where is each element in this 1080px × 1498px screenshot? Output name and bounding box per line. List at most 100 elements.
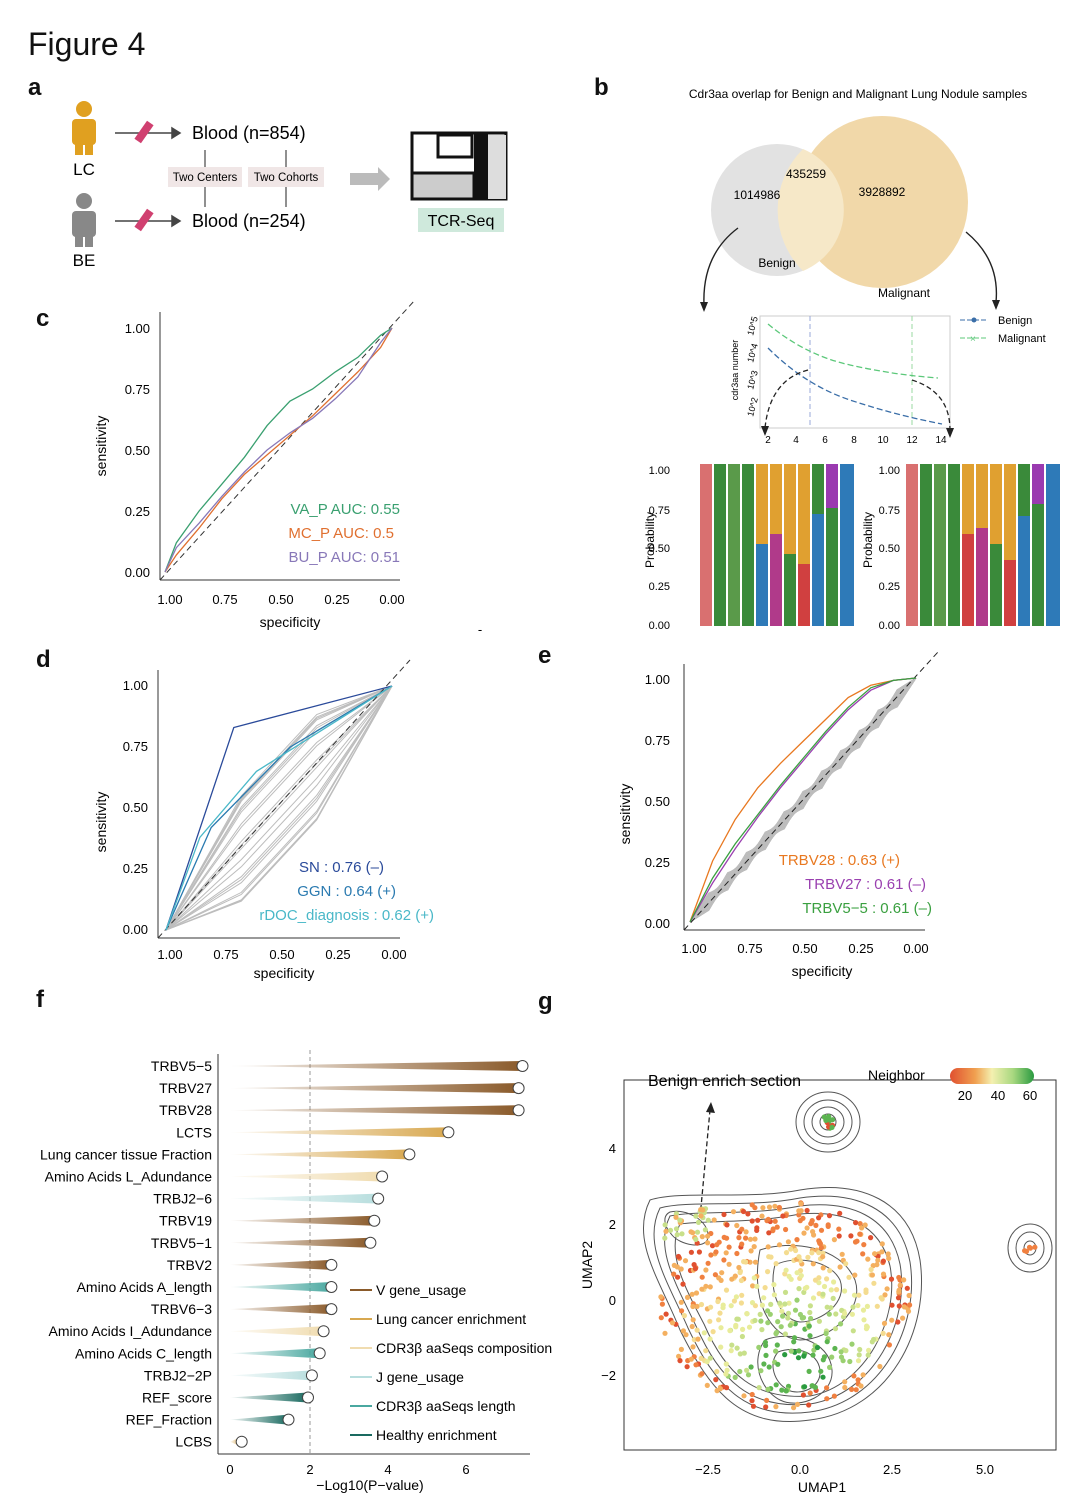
umap-point xyxy=(834,1287,840,1293)
umap-point xyxy=(888,1276,895,1282)
bar xyxy=(230,1083,519,1094)
umap-point xyxy=(791,1405,797,1411)
background-roc-line xyxy=(689,677,917,923)
y-tick: 2 xyxy=(609,1217,616,1232)
bar xyxy=(230,1149,410,1160)
roc-series-line-1 xyxy=(165,685,393,931)
x-axis-label: specificity xyxy=(260,614,321,630)
background-roc-line xyxy=(689,677,917,923)
roc-series-line-1 xyxy=(689,677,917,923)
background-roc-line xyxy=(165,685,393,931)
umap-point xyxy=(831,1237,837,1243)
umap-point xyxy=(816,1318,822,1324)
umap-point xyxy=(880,1258,886,1264)
logo-ylabel: Probability xyxy=(643,512,657,568)
umap-point xyxy=(838,1321,844,1327)
umap-point xyxy=(701,1330,707,1336)
category-label: Amino Acids C_length xyxy=(75,1345,212,1361)
umap-point xyxy=(735,1316,741,1322)
umap-point xyxy=(849,1311,855,1317)
bar xyxy=(230,1105,519,1116)
umap-point xyxy=(880,1330,886,1336)
umap-point xyxy=(879,1296,885,1302)
umap-point xyxy=(663,1228,669,1234)
bar-end-point xyxy=(313,1347,326,1360)
y-tick: 0.00 xyxy=(125,565,150,580)
umap-point xyxy=(777,1300,783,1306)
umap-point xyxy=(1023,1248,1030,1254)
umap-point xyxy=(762,1285,768,1291)
umap-point xyxy=(827,1268,833,1274)
umap-point xyxy=(807,1390,813,1396)
background-roc-line xyxy=(165,685,393,931)
umap-point xyxy=(843,1348,849,1354)
umap-point xyxy=(689,1291,695,1297)
umap-point xyxy=(780,1313,786,1319)
umap-point xyxy=(794,1270,800,1276)
category-label: Amino Acids I_Adundance xyxy=(49,1323,213,1339)
x-tick: 0.25 xyxy=(848,941,873,956)
umap-point xyxy=(1027,1245,1033,1251)
umap-point xyxy=(749,1300,756,1306)
umap-point xyxy=(752,1317,758,1324)
category-label: REF_Fraction xyxy=(126,1412,212,1428)
umap-point xyxy=(882,1292,888,1298)
umap-point xyxy=(826,1311,832,1317)
cohorts-label: Two Cohorts xyxy=(254,172,319,184)
umap-point xyxy=(662,1222,668,1228)
umap-point xyxy=(765,1269,771,1275)
roc-series-line-2 xyxy=(689,677,917,923)
umap-point xyxy=(723,1287,730,1293)
umap-point xyxy=(854,1238,860,1244)
umap-point xyxy=(691,1262,697,1268)
umap-point xyxy=(662,1330,668,1336)
centers-label: Two Centers xyxy=(173,172,238,184)
umap-point xyxy=(783,1226,789,1233)
umap-point xyxy=(724,1222,730,1228)
umap-point xyxy=(774,1342,780,1348)
umap-point xyxy=(793,1247,799,1254)
umap-point xyxy=(723,1371,729,1377)
umap-point xyxy=(889,1302,895,1308)
x-axis-label: specificity xyxy=(254,965,315,981)
line-ytick: 10^3 xyxy=(745,369,760,390)
umap-point xyxy=(788,1246,794,1252)
umap-point xyxy=(800,1315,807,1321)
bar-end-point xyxy=(376,1170,389,1183)
umap-point xyxy=(763,1404,769,1410)
line-xtick: 6 xyxy=(822,435,828,446)
umap-point xyxy=(717,1386,723,1392)
umap-point xyxy=(850,1328,856,1334)
x-tick: 1.00 xyxy=(157,947,182,962)
umap-point xyxy=(826,1213,833,1219)
umap-point xyxy=(707,1336,713,1342)
umap-point xyxy=(734,1222,740,1229)
umap-point xyxy=(698,1301,705,1308)
umap-point xyxy=(772,1203,778,1209)
umap-point xyxy=(688,1356,694,1362)
umap-point xyxy=(760,1205,766,1211)
umap-point xyxy=(713,1377,719,1383)
tcr-seq-label: TCR-Seq xyxy=(428,213,495,230)
umap-point xyxy=(771,1282,777,1288)
umap-point xyxy=(831,1279,837,1285)
umap-point xyxy=(708,1304,714,1310)
umap-point xyxy=(832,1326,839,1332)
background-roc-line xyxy=(165,685,393,931)
umap-point xyxy=(818,1227,825,1233)
umap-point xyxy=(723,1361,729,1367)
x-tick: 0.50 xyxy=(269,947,294,962)
umap-point xyxy=(886,1332,892,1338)
roc-chart-c: 1.00 0.75 0.50 0.25 0.00 1.00 0.75 0.50 … xyxy=(93,299,482,637)
umap-point xyxy=(884,1286,890,1292)
roc-series-line-0 xyxy=(164,327,393,573)
umap-point xyxy=(866,1347,872,1353)
umap-point xyxy=(849,1341,855,1347)
category-label: TRBV19 xyxy=(159,1213,212,1229)
umap-point xyxy=(659,1301,665,1307)
umap-point xyxy=(785,1315,791,1321)
umap-point xyxy=(849,1386,855,1392)
umap-point xyxy=(678,1346,684,1352)
umap-point xyxy=(905,1308,912,1314)
bar-end-point xyxy=(516,1060,529,1072)
